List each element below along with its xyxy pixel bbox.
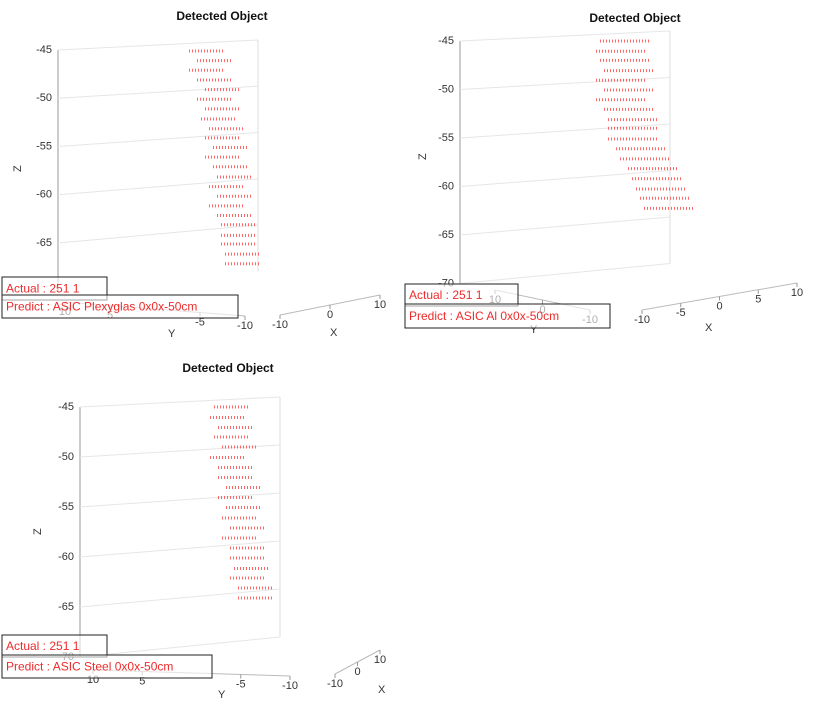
z-tick-label: -50 [36, 92, 52, 104]
z-tick-label: -60 [58, 551, 74, 563]
chart-title: Detected Object [176, 9, 267, 23]
x-axis-label: X [378, 684, 386, 696]
grid-line [57, 39, 259, 51]
x-tick-label: 10 [374, 299, 386, 311]
grid-line [459, 216, 671, 236]
grid-line [79, 636, 281, 658]
x-tick-label: -10 [327, 678, 343, 690]
z-tick-label: -65 [438, 229, 454, 241]
z-axis-label: Z [417, 153, 429, 160]
grid-line [79, 588, 281, 608]
y-axis-label: Y [218, 689, 226, 701]
y-tick-label: -5 [236, 678, 246, 690]
z-tick-label: -65 [36, 237, 52, 249]
chart-title: Detected Object [589, 11, 680, 25]
z-tick-label: -60 [36, 189, 52, 201]
z-tick-label: -45 [36, 44, 52, 56]
grid-line [57, 224, 259, 244]
grid-line [79, 396, 281, 408]
z-tick-label: -55 [36, 140, 52, 152]
annotation-box [404, 303, 611, 329]
x-axis-label: X [330, 327, 338, 339]
annotation: Predict : ASIC Plexyglas 0x0x-50cm [6, 300, 197, 314]
grid-line [459, 263, 671, 284]
x-tick-label: 0 [716, 300, 722, 312]
y-axis-label: Y [530, 324, 538, 336]
annotation-box [1, 654, 213, 679]
grid-line [459, 30, 671, 42]
x-axis-label: X [705, 322, 713, 334]
z-tick-label: -65 [58, 601, 74, 613]
grid-line [459, 170, 671, 187]
annotation: Predict : ASIC Steel 0x0x-50cm [6, 660, 173, 674]
annotation: Predict : ASIC Al 0x0x-50cm [409, 309, 559, 323]
z-tick-label: -60 [438, 180, 454, 192]
y-axis-label: Y [168, 328, 176, 340]
x-tick-label: 5 [755, 294, 761, 306]
x-tick-label: -10 [272, 319, 288, 331]
x-tick-label: -10 [634, 314, 650, 326]
z-axis-label: Z [12, 165, 24, 172]
y-tick-label: -10 [237, 320, 253, 332]
chart-title: Detected Object [182, 361, 273, 375]
z-tick-label: -55 [58, 501, 74, 513]
y-tick-label: 5 [139, 675, 145, 687]
annotation: Actual : 251 1 [6, 282, 80, 296]
z-tick-label: -50 [438, 83, 454, 95]
grid-line [459, 123, 671, 139]
z-tick-label: -45 [438, 35, 454, 47]
x-tick-label: 0 [354, 666, 360, 678]
annotation: Actual : 251 1 [6, 639, 80, 653]
x-tick-label: -5 [676, 307, 686, 319]
x-tick-label: 0 [327, 309, 333, 321]
z-tick-label: -55 [438, 132, 454, 144]
grid-line [57, 85, 259, 99]
grid-line [57, 132, 259, 147]
z-axis-label: Z [32, 528, 44, 535]
annotation-box [1, 294, 239, 319]
x-tick-label: 10 [791, 287, 803, 299]
grid-line [57, 178, 259, 196]
x-tick-label: 10 [374, 654, 386, 666]
z-tick-label: -45 [58, 401, 74, 413]
grid-line [79, 492, 281, 508]
z-tick-label: -50 [58, 451, 74, 463]
y-tick-label: -5 [195, 316, 205, 328]
grid-line [79, 540, 281, 558]
y-tick-label: -10 [282, 680, 298, 692]
annotation: Actual : 251 1 [409, 288, 483, 302]
